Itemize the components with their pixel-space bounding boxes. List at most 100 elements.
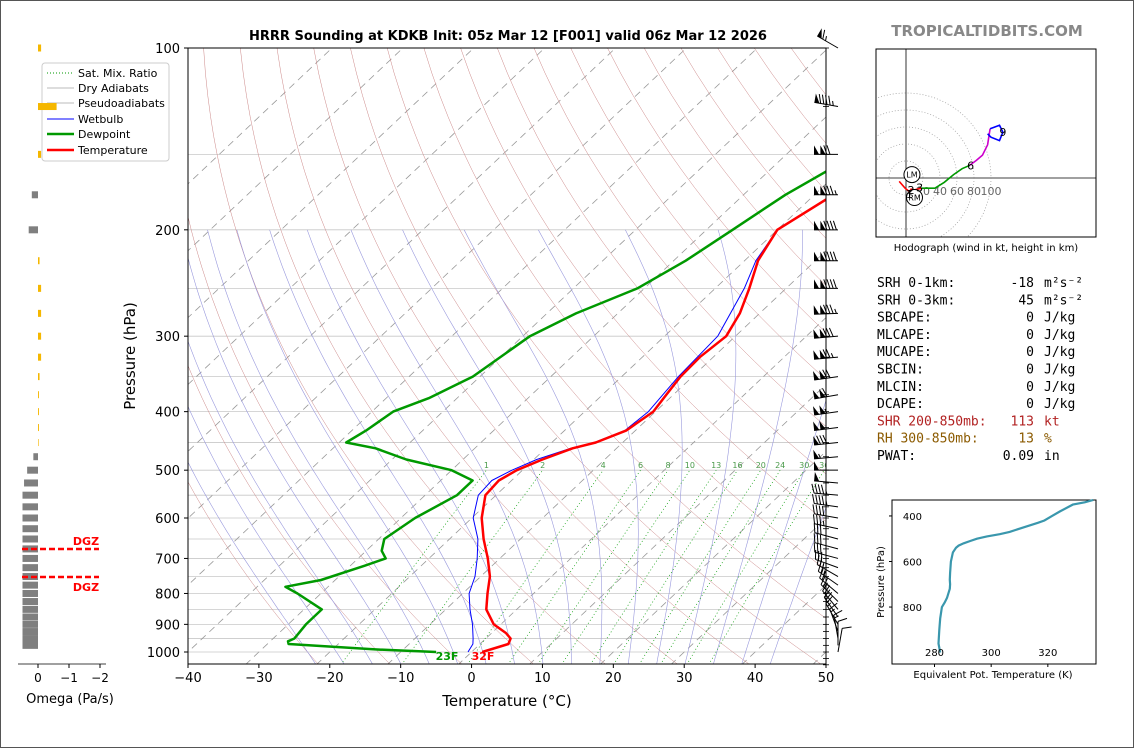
wind-barb	[813, 327, 839, 339]
mixing-ratio-label: 36	[819, 461, 829, 470]
wind-barb	[813, 420, 839, 431]
omega-bar	[22, 641, 38, 649]
stat-value: 0	[1026, 380, 1034, 395]
pseudoadiabat	[402, 229, 572, 664]
stat-unit: J/kg	[1044, 345, 1075, 360]
hodo-segment	[969, 128, 991, 166]
barb-flag	[829, 279, 834, 289]
y-tick-label: 500	[155, 464, 180, 479]
wind-barb	[833, 609, 843, 639]
barb-staff	[815, 558, 839, 569]
theta-e-x-label: Equivalent Pot. Temperature (K)	[913, 670, 1072, 681]
omega-bar	[38, 150, 42, 158]
barb-flag	[824, 585, 831, 594]
barb-flag	[822, 29, 826, 40]
omega-bar	[22, 628, 38, 636]
omega-bar	[22, 598, 38, 606]
barb-flag	[823, 185, 828, 195]
x-tick-label: −40	[174, 671, 201, 686]
wind-barb	[829, 602, 839, 632]
isotherm	[316, 183, 826, 664]
hodo-ring-label: 80	[967, 185, 981, 198]
dry-adiabat	[423, 48, 826, 570]
barb-pennant	[814, 185, 820, 195]
y-tick-label: 700	[155, 552, 180, 567]
y-tick-label: 800	[155, 587, 180, 602]
mixing-ratio-label: 13	[711, 461, 721, 470]
theta-e-frame	[891, 499, 1097, 665]
omega-bar	[22, 564, 38, 572]
omega-bar	[22, 545, 38, 553]
barb-flag	[819, 569, 824, 579]
y-tick-label: 300	[155, 330, 180, 345]
barb-flag	[828, 95, 831, 106]
barb-flag	[816, 555, 820, 565]
barb-flag	[829, 251, 834, 261]
barb-half-flag	[823, 570, 826, 576]
barb-staff	[814, 492, 839, 496]
barb-pennant	[814, 93, 820, 104]
isotherm	[387, 250, 826, 664]
barb-flag	[829, 304, 834, 314]
hodo-height-label: 6	[967, 159, 974, 172]
hodograph-frame	[875, 48, 1097, 238]
isotherm	[188, 48, 404, 252]
stat-value: 0	[1026, 328, 1034, 343]
wind-barb	[812, 494, 839, 508]
theta-e-line	[937, 498, 1094, 653]
omega-bar	[22, 613, 38, 621]
barb-flag	[823, 589, 831, 598]
isotherm	[188, 48, 758, 586]
x-tick-label: 30	[676, 671, 693, 686]
barb-staff	[814, 542, 839, 550]
wind-barb	[813, 523, 839, 540]
barb-half-flag	[825, 500, 828, 506]
stat-value: 113	[1011, 414, 1034, 429]
barb-flag	[821, 495, 825, 505]
y-tick-label: 600	[155, 512, 180, 527]
x-tick-label: −30	[245, 671, 272, 686]
omega-bar	[38, 373, 40, 381]
barb-staff	[814, 442, 839, 446]
barb-flag	[819, 515, 822, 526]
pseudoadiabat	[188, 405, 345, 664]
pseudoadiabat	[236, 229, 459, 664]
dry-adiabat	[313, 48, 750, 664]
stat-unit: in	[1044, 449, 1060, 464]
barb-pennant	[813, 350, 820, 360]
hodograph-caption: Hodograph (wind in kt, height in km)	[894, 243, 1079, 254]
stat-unit: J/kg	[1044, 328, 1075, 343]
barb-pennant	[814, 279, 820, 289]
x-tick-label: −20	[316, 671, 343, 686]
barb-staff	[822, 590, 839, 610]
omega-bar	[38, 257, 40, 265]
barb-flag	[822, 434, 828, 444]
isotherm	[670, 517, 826, 664]
legend-label-wetbulb: Wetbulb	[78, 113, 123, 126]
wind-barb	[816, 28, 839, 49]
barb-flag	[823, 220, 828, 230]
barb-flag	[818, 505, 822, 516]
barb-staff	[814, 513, 839, 519]
legend-label-dewpoint: Dewpoint	[78, 128, 131, 141]
dry-adiabat	[754, 48, 826, 144]
wind-barb	[812, 388, 839, 400]
mixing-ratio-line	[590, 470, 717, 664]
barb-flag	[812, 494, 815, 504]
stat-unit: m²s⁻²	[1044, 276, 1083, 291]
omega-bar	[27, 466, 38, 474]
barb-pennant	[819, 370, 826, 380]
barb-flag	[815, 504, 819, 515]
pseudoadiabat	[350, 229, 544, 664]
isotherm	[245, 116, 826, 664]
dry-adiabat	[570, 48, 826, 380]
hodo-ring-label: 60	[950, 185, 964, 198]
barb-pennant	[814, 471, 820, 482]
legend-label-mix-ratio: Sat. Mix. Ratio	[78, 67, 158, 80]
barb-staff	[833, 614, 839, 639]
barb-staff	[814, 532, 839, 540]
pseudoadiabat	[188, 340, 373, 664]
x-tick-label: 20	[605, 671, 622, 686]
hodo-ring	[876, 126, 958, 230]
